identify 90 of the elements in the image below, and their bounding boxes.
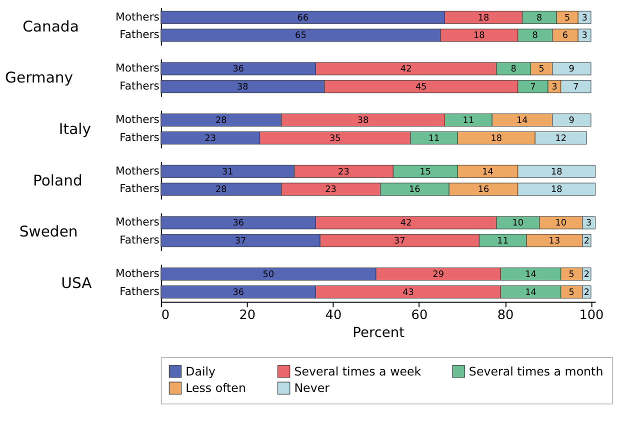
data-label: 9 bbox=[568, 116, 575, 126]
data-label: 23 bbox=[204, 134, 216, 144]
data-label: 23 bbox=[325, 185, 336, 196]
data-label: 11 bbox=[497, 236, 508, 247]
data-label: 7 bbox=[573, 82, 579, 93]
data-label: 42 bbox=[400, 218, 412, 229]
data-label: 18 bbox=[478, 13, 490, 24]
x-tick-label: 80 bbox=[497, 308, 514, 324]
data-label: 66 bbox=[297, 13, 309, 24]
y-tick-label: Fathers bbox=[120, 130, 160, 144]
data-label: 8 bbox=[536, 13, 543, 24]
data-label: 3 bbox=[582, 13, 588, 24]
data-label: 35 bbox=[329, 134, 341, 144]
data-label: 16 bbox=[478, 185, 490, 196]
y-tick-label: Fathers bbox=[120, 28, 160, 42]
data-label: 2 bbox=[584, 270, 590, 280]
data-label: 11 bbox=[428, 134, 440, 144]
data-label: 14 bbox=[516, 116, 528, 126]
text: USA bbox=[61, 274, 92, 292]
data-label: 3 bbox=[552, 82, 558, 93]
data-label: 14 bbox=[482, 167, 494, 178]
data-label: 3 bbox=[582, 31, 588, 42]
data-label: 10 bbox=[512, 218, 524, 229]
text: Sweden bbox=[19, 224, 78, 241]
data-label: 5 bbox=[568, 270, 574, 280]
data-label: 28 bbox=[215, 185, 228, 196]
data-label: 18 bbox=[490, 134, 502, 144]
data-label: 45 bbox=[415, 82, 427, 93]
legend-label: Several times a month bbox=[468, 364, 604, 378]
data-label: 2 bbox=[584, 288, 590, 298]
data-label: 8 bbox=[510, 64, 517, 75]
data-label: 29 bbox=[432, 270, 444, 280]
data-label: 14 bbox=[525, 288, 537, 298]
data-label: 50 bbox=[262, 270, 274, 280]
data-label: 38 bbox=[236, 82, 249, 93]
data-label: 23 bbox=[338, 167, 350, 178]
data-label: 3 bbox=[586, 218, 592, 229]
x-tick-label: 20 bbox=[239, 308, 256, 324]
legend-label: Daily bbox=[186, 364, 216, 378]
data-label: 11 bbox=[462, 116, 474, 126]
data-label: 36 bbox=[232, 218, 244, 229]
data-label: 37 bbox=[234, 236, 246, 247]
data-label: 6 bbox=[562, 31, 568, 42]
data-label: 37 bbox=[394, 236, 406, 247]
data-label: 42 bbox=[400, 64, 412, 75]
y-tick-label: Mothers bbox=[116, 216, 160, 229]
data-label: 7 bbox=[530, 82, 536, 93]
data-label: 36 bbox=[232, 64, 244, 75]
data-label: 5 bbox=[538, 64, 544, 75]
y-tick-label: Mothers bbox=[116, 164, 160, 178]
data-label: 2 bbox=[584, 236, 590, 247]
data-label: 10 bbox=[555, 218, 567, 229]
legend-label: Less often bbox=[186, 381, 246, 396]
data-label: 15 bbox=[420, 167, 432, 178]
data-label: 8 bbox=[532, 31, 538, 42]
data-label: 43 bbox=[402, 288, 414, 298]
data-label: 14 bbox=[525, 270, 537, 280]
data-label: 18 bbox=[474, 31, 486, 42]
legend-label: Several times a week bbox=[294, 364, 422, 378]
data-label: 18 bbox=[550, 185, 563, 196]
data-label: 5 bbox=[564, 13, 570, 24]
data-label: 28 bbox=[215, 116, 228, 126]
data-label: 36 bbox=[232, 288, 244, 298]
y-tick-label: Mothers bbox=[116, 113, 160, 126]
data-label: 9 bbox=[568, 64, 575, 75]
data-label: 65 bbox=[295, 31, 306, 42]
data-label: 18 bbox=[550, 167, 563, 178]
text: Italy bbox=[58, 120, 92, 138]
legend-label: Never bbox=[294, 381, 330, 396]
y-tick-label: Fathers bbox=[120, 182, 160, 196]
x-tick-label: 0 bbox=[161, 308, 170, 324]
text: Poland bbox=[32, 172, 82, 190]
x-tick-label: 100 bbox=[579, 308, 604, 324]
data-label: 13 bbox=[548, 236, 560, 247]
data-label: 31 bbox=[222, 167, 234, 178]
y-tick-label: Fathers bbox=[120, 284, 160, 298]
data-label: 12 bbox=[555, 134, 567, 144]
y-tick-label: Mothers bbox=[116, 267, 160, 280]
x-tick-label: 40 bbox=[325, 308, 342, 324]
x-tick-label: 60 bbox=[411, 308, 428, 324]
data-label: 16 bbox=[409, 185, 421, 196]
x-axis-title: Percent bbox=[352, 324, 406, 341]
y-tick-label: Mothers bbox=[116, 10, 160, 24]
text: Canada bbox=[22, 18, 79, 36]
y-tick-label: Mothers bbox=[116, 62, 160, 75]
y-tick-label: Fathers bbox=[120, 234, 160, 247]
text: Germany bbox=[5, 70, 74, 87]
y-tick-label: Fathers bbox=[120, 80, 160, 93]
data-label: 38 bbox=[357, 116, 370, 126]
data-label: 5 bbox=[568, 288, 574, 298]
